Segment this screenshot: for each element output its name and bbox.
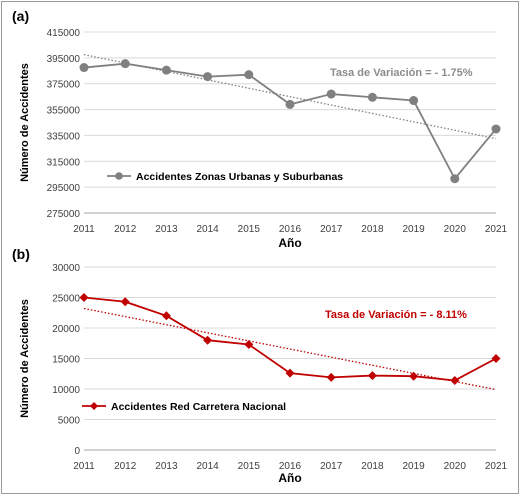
x-tick-label: 2017 (320, 461, 343, 472)
data-point (409, 371, 419, 381)
x-tick-label: 2020 (444, 461, 467, 472)
x-tick-label: 2018 (361, 224, 384, 235)
y-tick-label: 335000 (47, 131, 81, 142)
legend-marker (115, 172, 123, 180)
x-tick-label: 2011 (73, 224, 95, 235)
panel-label: (b) (12, 246, 30, 262)
y-tick-label: 5000 (58, 416, 81, 427)
data-point (285, 99, 295, 109)
x-tick-label: 2021 (485, 224, 508, 235)
data-point (161, 65, 171, 75)
y-tick-label: 0 (74, 446, 80, 457)
x-tick-label: 2020 (444, 224, 467, 235)
data-point (203, 72, 213, 82)
x-tick-label: 2019 (402, 461, 425, 472)
x-axis-title: Año (278, 236, 301, 250)
x-tick-label: 2019 (402, 224, 425, 235)
x-tick-label: 2015 (238, 461, 261, 472)
legend-label: Accidentes Red Carretera Nacional (111, 401, 286, 413)
y-axis-title: Número de Accidentes (19, 63, 31, 182)
y-tick-label: 375000 (47, 80, 81, 91)
x-tick-label: 2018 (361, 461, 384, 472)
data-point (326, 89, 336, 99)
x-tick-label: 2017 (320, 224, 343, 235)
x-tick-label: 2016 (279, 224, 302, 235)
legend-marker (90, 402, 98, 410)
x-axis-title: Año (278, 471, 301, 485)
y-tick-label: 20000 (52, 324, 80, 335)
y-tick-label: 25000 (52, 294, 80, 305)
y-axis-title: Número de Accidentes (19, 299, 31, 418)
variation-rate-annotation: Tasa de Variación = - 8.11% (325, 309, 467, 321)
y-tick-label: 415000 (47, 28, 81, 39)
x-tick-label: 2012 (114, 224, 137, 235)
data-point (285, 368, 295, 378)
data-point (203, 335, 213, 345)
data-point (326, 372, 336, 382)
data-point (244, 70, 254, 80)
data-point (367, 371, 377, 381)
y-tick-label: 295000 (47, 183, 81, 194)
x-tick-label: 2012 (114, 461, 137, 472)
panel-b: (b) 0 5000 10000 15000 20000 25000 30000 2011 20… (12, 246, 508, 485)
x-tick-label: 2015 (238, 224, 261, 235)
data-point (244, 339, 254, 349)
data-point (491, 124, 501, 134)
y-tick-label: 275000 (47, 209, 81, 220)
x-tick-label: 2011 (73, 461, 95, 472)
data-point (491, 354, 501, 363)
x-tick-label: 2021 (485, 461, 508, 472)
y-tick-label: 30000 (52, 263, 80, 274)
panel-a: (a) 275000 295000 315000 335000 355000 375000… (12, 8, 508, 250)
x-tick-label: 2013 (155, 224, 178, 235)
x-tick-label: 2013 (155, 461, 178, 472)
x-tick-label: 2014 (196, 224, 219, 235)
y-tick-label: 315000 (47, 157, 81, 168)
y-tick-label: 395000 (47, 54, 81, 65)
data-point (120, 297, 130, 307)
data-point (79, 63, 89, 73)
x-tick-label: 2016 (279, 461, 302, 472)
data-point (367, 92, 377, 102)
panel-label: (a) (12, 8, 29, 24)
x-tick-label: 2014 (196, 461, 219, 472)
y-tick-label: 355000 (47, 106, 81, 117)
y-tick-label: 15000 (52, 355, 80, 366)
data-point (450, 174, 460, 184)
data-point (409, 96, 419, 106)
legend-label: Accidentes Zonas Urbanas y Suburbanas (136, 171, 343, 183)
data-point (450, 375, 460, 385)
variation-rate-annotation: Tasa de Variación = - 1.75% (330, 67, 473, 79)
data-point (79, 293, 89, 302)
data-point (120, 59, 130, 69)
y-tick-label: 10000 (52, 385, 80, 396)
data-point (161, 311, 171, 321)
